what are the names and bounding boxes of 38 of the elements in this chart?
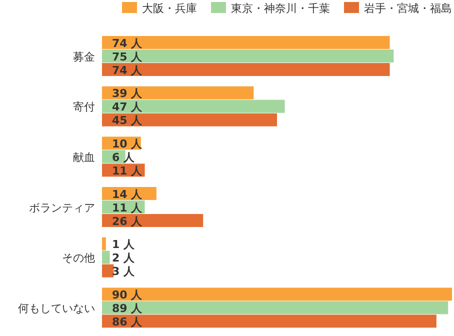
data-label: 11 人 — [112, 164, 144, 178]
data-label: 39 人 — [112, 87, 144, 100]
data-label: 90 人 — [112, 288, 144, 302]
data-label: 26 人 — [112, 214, 144, 228]
bar — [102, 50, 394, 62]
bar — [102, 63, 390, 76]
y-tick-label: 何もしていない — [18, 302, 95, 315]
data-label: 86 人 — [112, 315, 144, 328]
data-label: 2 人 — [112, 252, 136, 265]
legend-label: 大阪・兵庫 — [142, 2, 197, 15]
data-label: 89 人 — [112, 302, 144, 315]
data-label: 14 人 — [112, 188, 144, 201]
bar — [102, 86, 254, 100]
bar — [102, 314, 436, 328]
data-label: 45 人 — [112, 114, 144, 128]
y-tick-label: 献血 — [73, 150, 95, 164]
y-tick-label: 寄付 — [73, 100, 95, 114]
data-label: 1 人 — [112, 238, 136, 252]
legend-label: 東京・神奈川・千葉 — [231, 2, 330, 15]
bar — [102, 237, 106, 250]
bar — [102, 36, 390, 49]
data-label: 11 人 — [112, 201, 144, 214]
data-label: 47 人 — [112, 100, 144, 114]
legend-label: 岩手・宮城・福島 — [364, 2, 452, 15]
bar — [102, 113, 277, 126]
y-tick-label: 募金 — [73, 50, 95, 64]
bar — [102, 214, 204, 227]
data-label: 6 人 — [112, 150, 136, 164]
data-label: 74 人 — [112, 36, 144, 50]
y-tick-label: ボランティア — [29, 201, 95, 214]
bar — [102, 250, 110, 264]
data-label: 75 人 — [112, 50, 144, 64]
bar — [102, 301, 448, 314]
data-label: 74 人 — [112, 64, 144, 77]
bar — [102, 100, 285, 113]
y-tick-label: その他 — [62, 252, 95, 265]
bar — [102, 288, 452, 301]
bar — [102, 264, 114, 278]
